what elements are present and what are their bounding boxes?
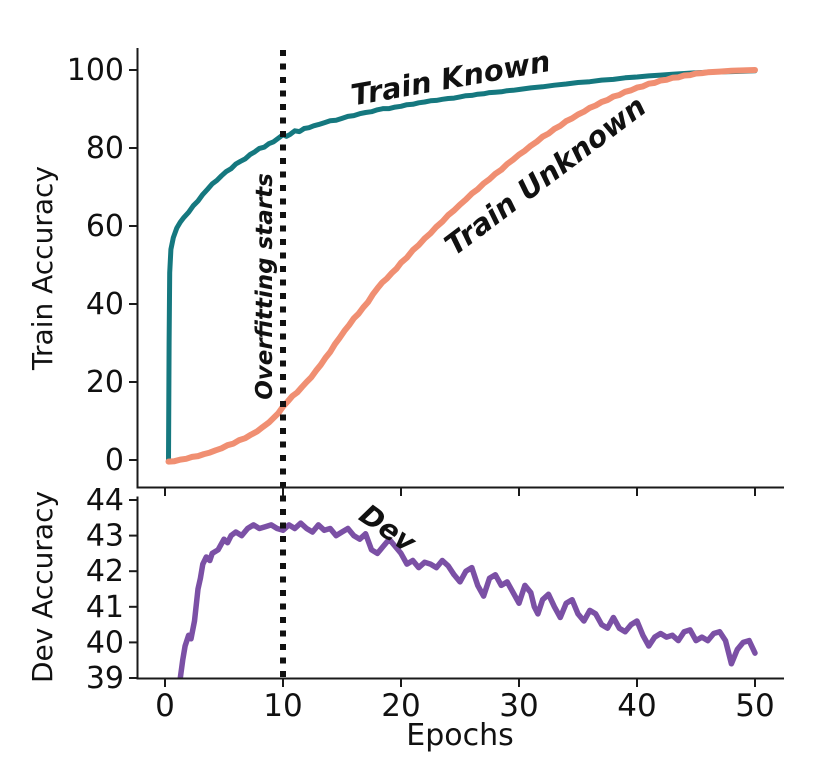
x-tick-label: 30 [499, 688, 538, 724]
x-tick-label: 0 [155, 688, 175, 724]
x-tick-label: 10 [263, 688, 302, 724]
y-tick-label: 44 [86, 483, 124, 518]
series-train-unknown [165, 67, 758, 465]
x-tick-label: 40 [617, 688, 656, 724]
top-ylabel: Train Accuracy [26, 166, 59, 371]
y-tick-label: 43 [86, 519, 124, 554]
y-tick-label: 40 [86, 625, 124, 660]
y-tick-label: 42 [86, 554, 124, 589]
y-tick-label: 100 [67, 53, 124, 88]
bottom-panel-curves [177, 520, 758, 678]
tick-marks [129, 69, 756, 687]
y-tick-label: 80 [86, 131, 124, 166]
series-dev [177, 520, 758, 678]
annotation-train-unknown: Train Unknown [438, 89, 652, 262]
y-tick-label: 0 [105, 443, 124, 478]
series-train-known [166, 68, 758, 463]
bottom-ylabel: Dev Accuracy [26, 491, 59, 683]
y-tick-label: 60 [86, 209, 124, 244]
y-tick-label: 39 [86, 661, 124, 696]
y-tick-label: 20 [86, 365, 124, 400]
annotation-train-known: Train Known [348, 44, 552, 112]
y-tick-label: 40 [86, 287, 124, 322]
axes-spines [136, 48, 784, 680]
annotation-overfitting-starts: Overfitting starts [252, 173, 278, 400]
x-tick-label: 20 [381, 688, 420, 724]
y-tick-label: 41 [86, 590, 124, 625]
x-tick-label: 50 [735, 688, 774, 724]
xlabel: Epochs [406, 718, 514, 753]
annotation-dev: Dev [353, 497, 422, 559]
top-panel-curves [165, 67, 758, 465]
